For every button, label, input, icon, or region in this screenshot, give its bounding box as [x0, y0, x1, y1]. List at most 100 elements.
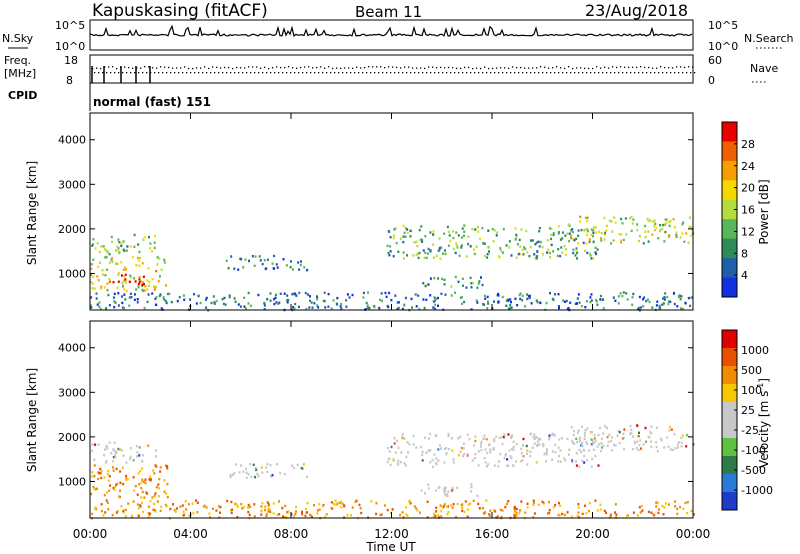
echo-cell: [231, 473, 234, 477]
echo-cell: [605, 229, 608, 232]
power-panel-frame: [89, 112, 694, 311]
echo-cell: [298, 291, 301, 295]
echo-cell: [513, 507, 516, 510]
echo-cell: [266, 470, 269, 473]
echo-cell: [165, 505, 168, 508]
echo-cell: [638, 506, 641, 509]
echo-cell: [452, 461, 455, 464]
echo-cell: [484, 448, 487, 451]
freq-dot: [520, 66, 522, 69]
echo-cell: [618, 233, 621, 236]
echo-cell: [233, 267, 236, 270]
echo-cell: [368, 306, 371, 310]
echo-cell: [583, 431, 586, 435]
echo-cell: [519, 252, 522, 256]
echo-cell: [248, 513, 251, 517]
range-tick-label: 4000: [58, 134, 86, 147]
echo-cell: [387, 305, 390, 309]
echo-cell: [433, 256, 435, 259]
echo-cell: [672, 218, 675, 221]
echo-cell: [292, 292, 295, 296]
echo-cell: [590, 465, 593, 468]
echo-cell: [97, 279, 100, 282]
echo-cell: [144, 478, 147, 481]
echo-cell: [588, 238, 591, 241]
echo-cell: [487, 229, 490, 232]
echo-cell: [650, 425, 653, 428]
echo-cell: [269, 299, 272, 302]
echo-cell: [639, 234, 641, 238]
nave-dot: [238, 72, 240, 74]
nave-dot: [210, 72, 212, 74]
freq-dot: [372, 66, 374, 68]
echo-cell: [394, 451, 397, 454]
echo-cell: [358, 503, 361, 507]
echo-cell: [415, 305, 418, 308]
echo-cell: [293, 307, 296, 310]
echo-cell: [178, 296, 181, 299]
echo-cell: [669, 448, 672, 451]
echo-cell: [423, 436, 426, 439]
echo-cell: [496, 515, 499, 518]
echo-cell: [586, 427, 589, 430]
echo-cell: [610, 440, 613, 443]
echo-cell: [591, 439, 594, 442]
echo-cell: [223, 296, 226, 300]
echo-cell: [158, 294, 161, 298]
freq-dot: [296, 67, 298, 69]
echo-cell: [163, 258, 166, 261]
nave-dot: [550, 72, 552, 74]
echo-cell: [159, 466, 162, 469]
echo-cell: [132, 476, 135, 479]
freq-dot: [472, 67, 474, 70]
echo-cell: [510, 456, 513, 459]
echo-cell: [113, 300, 116, 303]
echo-cell: [630, 431, 633, 435]
echo-cell: [522, 437, 525, 441]
echo-cell: [149, 499, 152, 503]
echo-cell: [421, 450, 424, 454]
echo-cell: [643, 296, 646, 299]
freq-dot: [572, 67, 574, 70]
echo-cell: [402, 251, 405, 254]
range-tick-label: 3000: [58, 386, 86, 399]
echo-cell: [592, 235, 594, 238]
echo-cell: [137, 243, 140, 246]
echo-cell: [515, 256, 518, 259]
echo-cell: [519, 292, 522, 295]
echo-cell: [680, 445, 683, 448]
echo-cell: [566, 511, 569, 514]
echo-cell: [103, 454, 106, 457]
echo-cell: [437, 249, 440, 252]
echo-cell: [258, 255, 261, 258]
echo-cell: [114, 455, 117, 459]
echo-cell: [455, 244, 458, 247]
echo-cell: [577, 511, 580, 514]
echo-cell: [254, 255, 257, 258]
echo-cell: [245, 467, 247, 471]
echo-cell: [154, 510, 157, 513]
echo-cell: [129, 457, 131, 461]
echo-cell: [451, 449, 454, 452]
echo-cell: [663, 446, 666, 449]
freq-dot: [528, 67, 530, 69]
time-tick-label: 16:00: [475, 527, 510, 541]
echo-cell: [435, 461, 438, 465]
echo-cell: [477, 225, 479, 229]
echo-cell: [131, 256, 134, 259]
nave-dot: [414, 72, 416, 74]
echo-cell: [594, 454, 597, 458]
echo-cell: [158, 257, 161, 260]
echo-cell: [397, 306, 400, 310]
echo-cell: [548, 438, 551, 441]
echo-cell: [125, 477, 128, 480]
echo-cell: [577, 229, 580, 232]
echo-cell: [425, 256, 428, 260]
echo-cell: [90, 273, 92, 277]
echo-cell: [379, 298, 382, 301]
freq-dot: [420, 67, 422, 69]
echo-cell: [537, 440, 540, 443]
echo-cell: [550, 237, 553, 241]
echo-cell: [336, 303, 339, 306]
echo-cell: [553, 434, 556, 437]
